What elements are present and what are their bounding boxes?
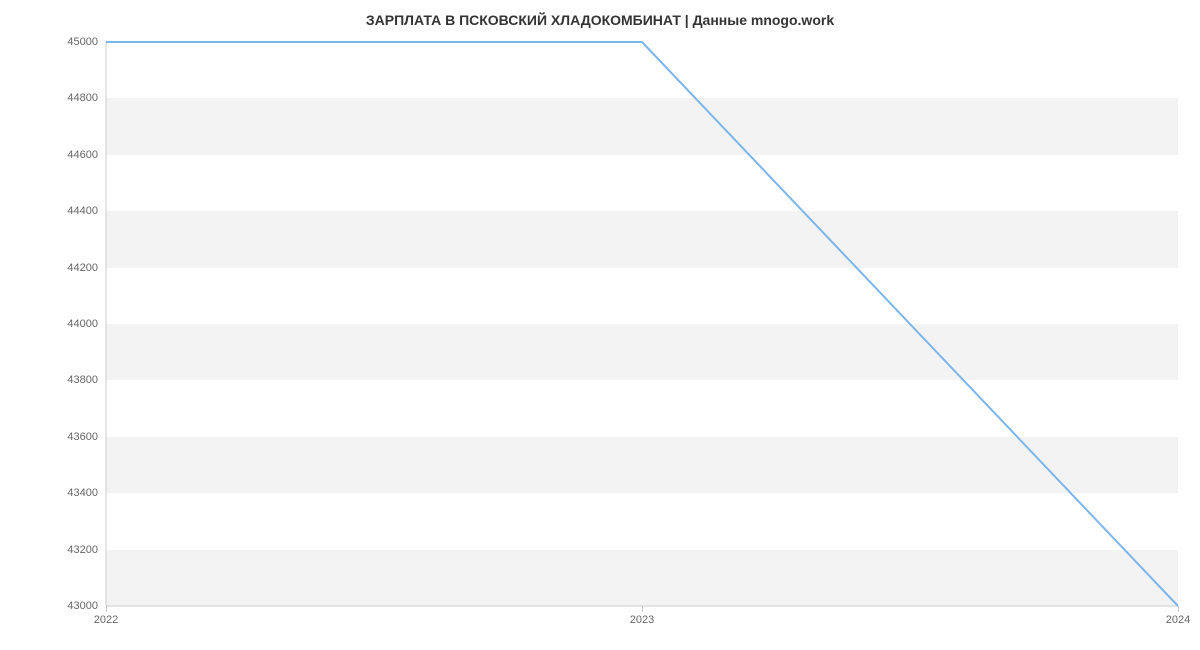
y-tick-label: 45000: [67, 36, 98, 48]
y-tick-label: 43200: [67, 544, 98, 556]
series-line-salary: [106, 42, 1178, 606]
x-tick-mark: [642, 606, 643, 612]
y-tick-label: 43000: [67, 600, 98, 612]
y-tick-label: 44600: [67, 149, 98, 161]
y-tick-label: 43600: [67, 431, 98, 443]
y-tick-label: 44200: [67, 262, 98, 274]
salary-chart: ЗАРПЛАТА В ПСКОВСКИЙ ХЛАДОКОМБИНАТ | Дан…: [0, 0, 1200, 650]
x-tick-mark: [1178, 606, 1179, 612]
chart-title: ЗАРПЛАТА В ПСКОВСКИЙ ХЛАДОКОМБИНАТ | Дан…: [0, 0, 1200, 32]
y-tick-label: 43800: [67, 374, 98, 386]
y-tick-label: 44400: [67, 205, 98, 217]
plot-area: 4300043200434004360043800440004420044400…: [106, 42, 1178, 606]
y-tick-label: 44800: [67, 92, 98, 104]
x-tick-label: 2022: [94, 614, 118, 626]
y-tick-label: 43400: [67, 487, 98, 499]
x-tick-mark: [106, 606, 107, 612]
x-tick-label: 2023: [630, 614, 654, 626]
y-tick-label: 44000: [67, 318, 98, 330]
line-layer: [106, 42, 1178, 606]
x-tick-label: 2024: [1166, 614, 1190, 626]
